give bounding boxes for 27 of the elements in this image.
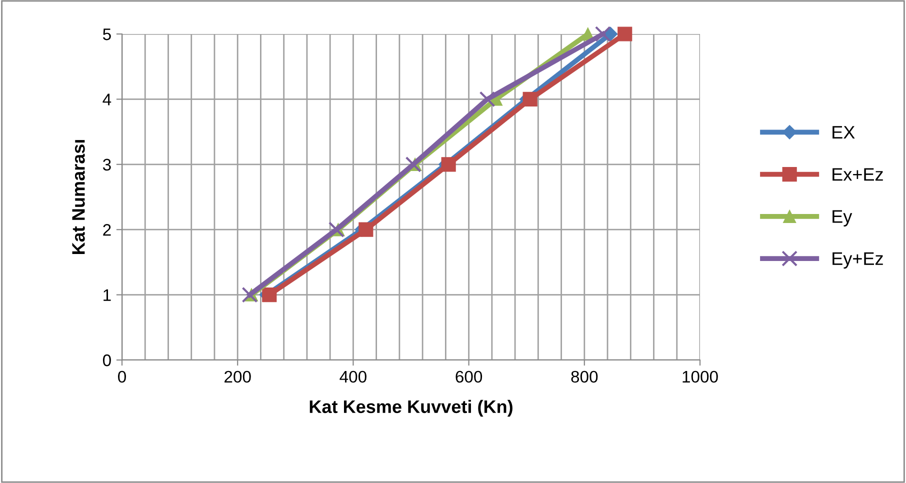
legend-label: EX xyxy=(832,126,855,139)
y-tick-label: 3 xyxy=(102,158,111,171)
y-tick-label: 2 xyxy=(103,224,111,236)
y-tick-label: 4 xyxy=(102,94,112,106)
point xyxy=(405,156,422,172)
point xyxy=(594,26,611,42)
point xyxy=(479,91,496,108)
x-tick-label: 0 xyxy=(118,370,126,383)
point xyxy=(328,222,344,238)
y-tick-label: 0 xyxy=(102,354,111,366)
legend-label: Ey xyxy=(832,210,852,226)
y-tick-label: 5 xyxy=(102,28,111,40)
x-tick-label: 400 xyxy=(340,370,366,383)
legend-label: Ex+Ez xyxy=(832,168,883,181)
point xyxy=(262,288,277,302)
point xyxy=(441,157,456,172)
x-axis-title: Kat Kesme Kuvveti (Kn) xyxy=(310,400,512,417)
y-tick-label: 1 xyxy=(104,289,111,301)
legend-label: Ey+Ez xyxy=(832,252,883,269)
x-tick-label: 200 xyxy=(224,370,251,383)
point xyxy=(358,222,374,237)
x-tick-label: 600 xyxy=(456,370,482,383)
y-axis-title: Kat Numarası xyxy=(72,140,85,254)
x-tick-label: 800 xyxy=(571,370,598,383)
x-tick-label: 1000 xyxy=(682,370,718,383)
point xyxy=(618,26,632,42)
point xyxy=(242,286,258,303)
